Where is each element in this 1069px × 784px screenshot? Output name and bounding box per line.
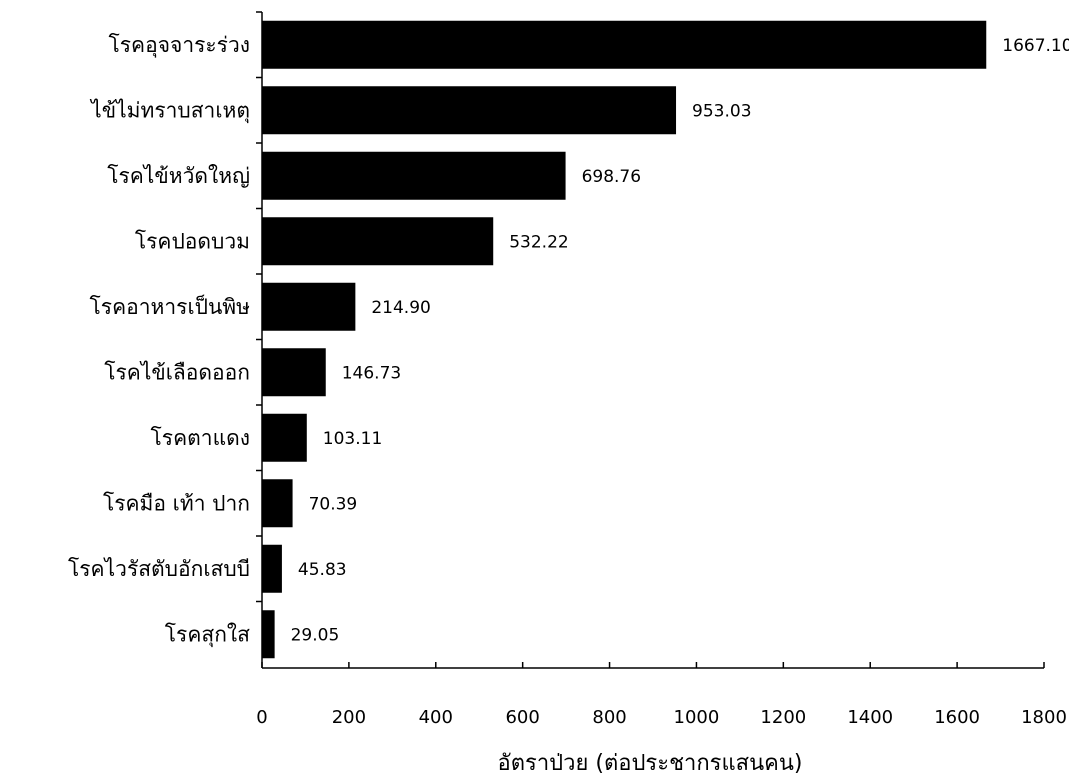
x-tick-label: 400 (419, 707, 453, 728)
bar (262, 86, 677, 135)
category-label: โรคตาแดง (151, 426, 250, 450)
bar (262, 544, 282, 593)
bar (262, 610, 275, 659)
category-label: ไข้ไม่ทราบสาเหตุ (89, 98, 250, 123)
x-tick-label: 200 (332, 707, 366, 728)
value-label: 103.11 (323, 429, 382, 449)
value-label: 45.83 (298, 560, 347, 580)
value-label: 146.73 (342, 363, 401, 383)
category-label: โรคสุกใส (165, 622, 250, 647)
x-tick-label: 1600 (934, 707, 980, 728)
x-tick-label: 0 (256, 707, 267, 728)
x-axis-title: อัตราป่วย (ต่อประชากรแสนคน) (498, 751, 803, 776)
x-tick-labels: 0 200 400 600 800 1000 1200 1400 1600 1800 (256, 707, 1067, 728)
bar (262, 413, 307, 462)
value-labels: 1667.10 953.03 698.76 532.22 214.90 146.73 103… (291, 36, 1069, 646)
bar (262, 151, 566, 200)
value-label: 1667.10 (1002, 36, 1069, 56)
x-tick-label: 800 (592, 707, 626, 728)
x-tick-label: 600 (505, 707, 539, 728)
bars-group (262, 20, 987, 659)
x-tick-label: 1400 (847, 707, 893, 728)
x-tick-label: 1200 (760, 707, 806, 728)
category-label: โรคไข้หวัดใหญ่ (107, 164, 250, 188)
x-tick-label: 1000 (674, 707, 720, 728)
category-label: โรคอาหารเป็นพิษ (90, 293, 250, 319)
bar (262, 217, 494, 266)
axes-group (256, 11, 1045, 669)
value-label: 698.76 (582, 167, 641, 187)
x-tick-label: 1800 (1021, 707, 1067, 728)
category-label: โรคมือ เท้า ปาก (103, 491, 250, 515)
value-label: 70.39 (309, 494, 358, 514)
category-label: โรคไข้เลือดออก (104, 360, 250, 384)
bar (262, 479, 293, 528)
category-label: โรคไวรัสตับอักเสบบี (68, 557, 250, 581)
category-labels: โรคอุจจาระร่วงไข้ไม่ทราบสาเหตุโรคไข้หวัด… (68, 33, 250, 648)
value-label: 532.22 (509, 232, 568, 252)
bar (262, 282, 356, 331)
bar (262, 348, 326, 397)
value-label: 29.05 (291, 625, 340, 645)
category-label: โรคอุจจาระร่วง (108, 33, 250, 58)
value-label: 214.90 (371, 298, 430, 318)
category-label: โรคปอดบวม (135, 229, 250, 253)
bar (262, 20, 987, 69)
value-label: 953.03 (692, 101, 751, 121)
